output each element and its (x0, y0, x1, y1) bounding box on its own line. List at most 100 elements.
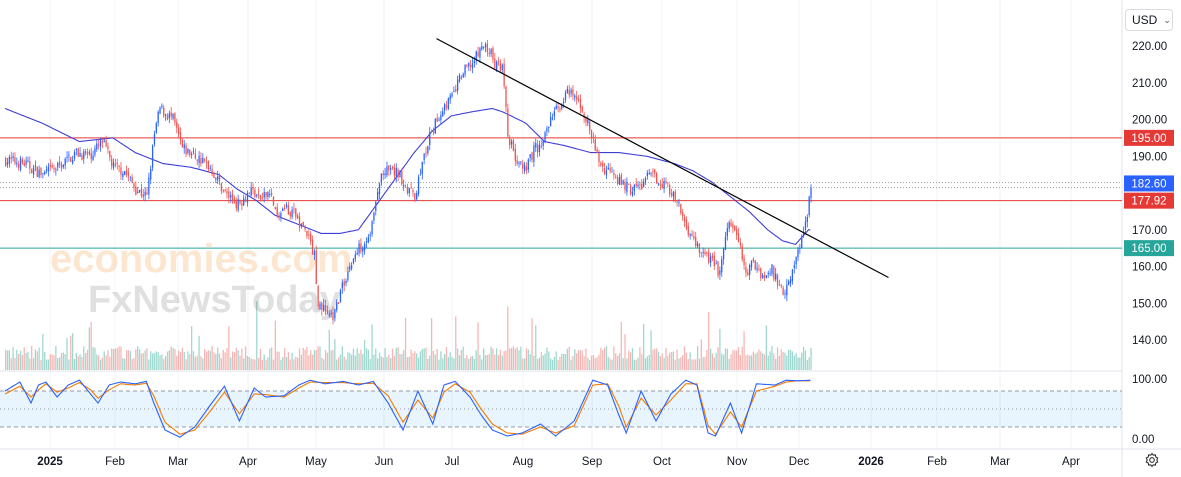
candle-body (631, 191, 634, 196)
candle-body (118, 165, 120, 167)
candle-body (164, 114, 167, 116)
candle-body (330, 312, 332, 315)
candle-body (719, 270, 721, 275)
candle-body (659, 184, 662, 186)
candle-body (695, 237, 697, 247)
candle-body (642, 182, 645, 188)
volume-bar (438, 359, 440, 370)
volume-bar (551, 359, 554, 370)
volume-bar (501, 355, 503, 370)
time-axis[interactable]: 2025 Feb Mar Apr May Jun Jul Aug Sep Oct Nov Dec 202… (37, 456, 1080, 468)
volume-bar (587, 357, 589, 370)
candle-body (259, 195, 262, 200)
volume-bar (133, 358, 135, 370)
volume-bar (319, 346, 321, 370)
volume-bar (23, 347, 25, 370)
volume-bar (546, 347, 548, 370)
candle-body (520, 161, 522, 163)
volume-bar (302, 347, 304, 370)
volume-bars (5, 301, 812, 370)
candle-body (356, 252, 358, 255)
candle-body (319, 303, 321, 310)
volume-bar (263, 354, 265, 370)
candle-body (55, 169, 57, 171)
candle-body (750, 260, 753, 268)
candle-body (92, 155, 94, 161)
moving-average (4, 107, 811, 246)
trendline-line[interactable] (436, 38, 889, 279)
candle-body (574, 95, 576, 98)
candle-body (570, 90, 572, 94)
volume-bar (691, 359, 693, 370)
volume-bar (276, 351, 278, 370)
volume-bar (443, 354, 446, 370)
volume-bar (763, 354, 766, 370)
level-label-bg (1124, 192, 1174, 209)
volume-bar (101, 357, 104, 370)
candle-body (317, 286, 319, 307)
candle-body (509, 137, 511, 146)
volume-bar (352, 348, 355, 370)
level-label-bg (1124, 129, 1174, 146)
candle-body (442, 111, 444, 117)
candle-body (98, 144, 100, 146)
candle-body (111, 158, 113, 166)
volume-bar (810, 347, 812, 370)
volume-bar (88, 327, 90, 370)
candle-body (384, 173, 386, 176)
candle-body (579, 98, 582, 109)
candle-body (460, 76, 462, 79)
candle-body (680, 203, 682, 214)
volume-bar (373, 354, 375, 370)
volume-bar (49, 354, 51, 370)
candle-body (70, 157, 72, 162)
volume-bar (98, 355, 100, 370)
candle-body (31, 169, 33, 173)
volume-bar (202, 358, 204, 370)
candle-body (324, 305, 327, 312)
trendline[interactable] (436, 38, 889, 279)
price-axis[interactable]: 220.00 210.00 200.00 190.00 170.00 160.00 150.… (1132, 41, 1167, 446)
volume-bar (780, 349, 782, 370)
candle-body (174, 113, 176, 123)
volume-bar (310, 350, 312, 370)
candle-body (773, 266, 775, 280)
candle-body (713, 255, 715, 267)
candle-body (293, 208, 295, 210)
candle-body (536, 144, 539, 153)
candle-body (533, 145, 535, 162)
candle-body (215, 177, 217, 180)
candle-body (788, 281, 790, 285)
volume-bar (161, 354, 163, 370)
candle-body (810, 187, 812, 198)
volume-bar (581, 350, 583, 370)
volume-bar (416, 353, 418, 370)
volume-bar (350, 354, 353, 370)
candle-body (310, 234, 312, 242)
candle-body (109, 150, 111, 158)
volume-bar (64, 353, 66, 370)
candle-body (116, 163, 118, 165)
candle-body (801, 236, 803, 248)
candle-body (784, 293, 786, 295)
candle-body (18, 163, 20, 168)
candle-body (127, 172, 130, 176)
candle-body (646, 172, 648, 177)
volume-bar (75, 352, 77, 370)
candle-body (622, 180, 624, 185)
volume-bar (657, 352, 660, 370)
volume-bar (456, 348, 459, 370)
volume-bar (631, 348, 634, 370)
candle-body (94, 148, 96, 155)
volume-bar (257, 357, 260, 370)
volume-bar (70, 335, 72, 370)
candle-body (735, 229, 738, 235)
settings-icon[interactable] (1143, 451, 1161, 469)
candle-body (657, 183, 660, 185)
candle-body (698, 243, 701, 253)
candle-body (371, 221, 373, 235)
candle-body (202, 157, 204, 164)
volume-bar (743, 331, 745, 370)
currency-selector[interactable]: USD ⌄ (1125, 9, 1173, 31)
